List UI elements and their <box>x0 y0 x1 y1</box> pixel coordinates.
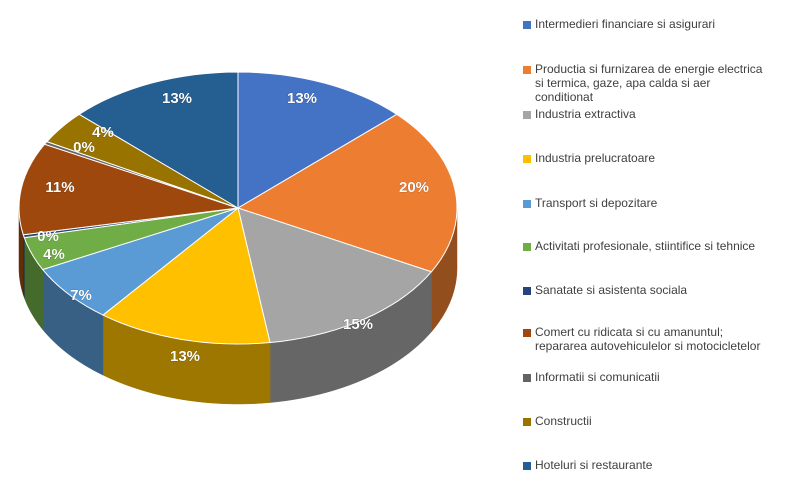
legend-item: Industria prelucratoare <box>523 151 770 165</box>
legend-swatch <box>523 287 531 295</box>
legend-item: Sanatate si asistenta sociala <box>523 283 770 297</box>
data-label-7: 0% <box>37 228 59 245</box>
legend-swatch <box>523 418 531 426</box>
data-label-11: 13% <box>162 90 192 107</box>
legend-item: Comert cu ridicata si cu amanuntul; repa… <box>523 325 770 353</box>
data-label-8: 11% <box>45 179 74 196</box>
legend-item: Constructii <box>523 414 770 428</box>
legend-item: Transport si depozitare <box>523 196 770 210</box>
legend-swatch <box>523 21 531 29</box>
data-label-3: 15% <box>343 316 373 333</box>
legend-label: Transport si depozitare <box>535 196 658 210</box>
data-labels: 13%20%15%13%7%4%0%11%0%4%13% <box>37 90 429 366</box>
pie-sides <box>18 207 458 405</box>
legend-swatch <box>523 66 531 74</box>
pie-slice-6 <box>23 207 239 271</box>
data-label-2: 20% <box>399 179 429 196</box>
legend-label: Hoteluri si restaurante <box>535 458 653 472</box>
legend-item: Intermedieri financiare si asigurari <box>523 17 770 31</box>
legend-swatch <box>523 329 531 337</box>
legend-label: Informatii si comunicatii <box>535 370 660 384</box>
pie-slices <box>18 71 458 345</box>
pie-slice-3 <box>237 207 433 344</box>
legend-swatch <box>523 374 531 382</box>
legend-label: Activitati profesionale, stiintifice si … <box>535 239 756 253</box>
legend-item: Industria extractiva <box>523 107 770 121</box>
data-label-4: 13% <box>170 348 200 365</box>
legend-item: Informatii si comunicatii <box>523 370 770 384</box>
data-label-6: 4% <box>43 246 65 263</box>
legend-item: Activitati profesionale, stiintifice si … <box>523 239 770 253</box>
legend-label: Constructii <box>535 414 592 428</box>
pie-slice-4 <box>102 207 271 345</box>
data-label-5: 7% <box>70 287 92 304</box>
data-label-10: 4% <box>92 124 114 141</box>
pie-slice-10 <box>45 113 239 209</box>
legend-swatch <box>523 111 531 119</box>
pie-slice-11 <box>78 71 239 209</box>
data-label-1: 13% <box>287 90 317 107</box>
legend-swatch <box>523 243 531 251</box>
legend-label: Sanatate si asistenta sociala <box>535 283 688 297</box>
legend-label: Industria extractiva <box>535 107 636 121</box>
pie-slice-2 <box>236 113 458 273</box>
pie-chart: 13%20%15%13%7%4%0%11%0%4%13% <box>18 71 458 405</box>
legend-item: Hoteluri si restaurante <box>523 458 770 472</box>
legend-swatch <box>523 155 531 163</box>
legend-swatch <box>523 462 531 470</box>
pie-slice-5 <box>41 207 239 316</box>
legend-label: Intermedieri financiare si asigurari <box>535 17 716 31</box>
pie-slice-1 <box>237 71 398 209</box>
legend-label: Productia si furnizarea de energie elect… <box>535 62 763 104</box>
data-label-9: 0% <box>73 139 95 156</box>
legend-swatch <box>523 200 531 208</box>
legend-item: Productia si furnizarea de energie elect… <box>523 62 770 104</box>
legend-label: Comert cu ridicata si cu amanuntul; repa… <box>535 325 761 353</box>
pie-slice-8 <box>18 143 239 236</box>
legend-label: Industria prelucratoare <box>535 151 656 165</box>
legend: Intermedieri financiare si asigurari Prod… <box>523 0 787 495</box>
